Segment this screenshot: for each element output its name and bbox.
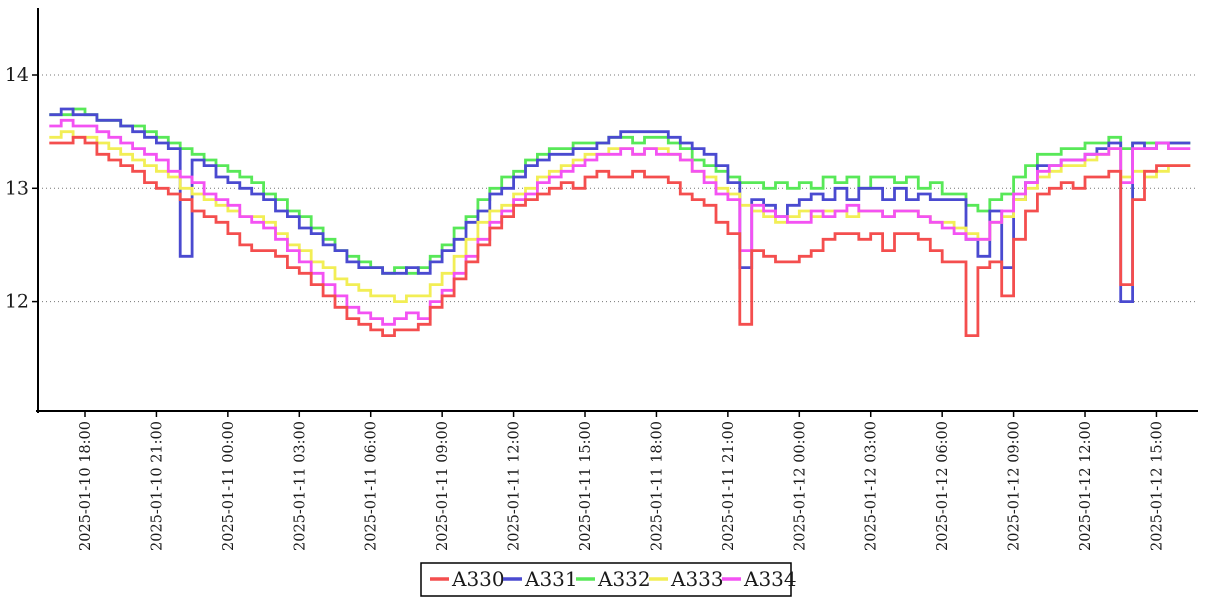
series-line-A330 [49,135,1191,337]
legend-label-A332: A332 [597,567,651,591]
x-tick-label: 2025-01-12 09:00 [1007,421,1023,551]
x-tick-label: 2025-01-11 18:00 [649,421,665,551]
x-tick-label: 2025-01-11 12:00 [507,421,523,551]
x-tick-label: 2025-01-11 06:00 [364,421,380,551]
x-tick-label: 2025-01-11 15:00 [578,421,594,551]
legend-label-A330: A330 [451,567,505,591]
legend-label-A333: A333 [670,567,724,591]
legend-label-A331: A331 [524,567,578,591]
x-tick-label: 2025-01-12 03:00 [864,421,880,551]
x-tick-label: 2025-01-12 12:00 [1078,421,1094,551]
y-tick-label-14: 14 [5,64,29,86]
y-tick-label-13: 13 [5,177,29,199]
y-tick-label-12: 12 [5,291,29,313]
series-line-A333 [49,130,1191,303]
x-tick-label: 2025-01-11 03:00 [292,421,308,551]
x-tick-label: 2025-01-10 18:00 [78,421,94,551]
x-tick-label: 2025-01-12 15:00 [1149,421,1165,551]
series-line-A334 [49,118,1191,326]
series-line-A331 [49,107,1191,303]
x-tick-label: 2025-01-11 09:00 [435,421,451,551]
x-tick-label: 2025-01-11 21:00 [721,421,737,551]
x-tick-label: 2025-01-10 21:00 [149,421,165,551]
x-tick-label: 2025-01-11 00:00 [221,421,237,551]
x-tick-label: 2025-01-12 00:00 [792,421,808,551]
x-tick-label: 2025-01-12 06:00 [935,421,951,551]
legend-label-A334: A334 [743,567,797,591]
